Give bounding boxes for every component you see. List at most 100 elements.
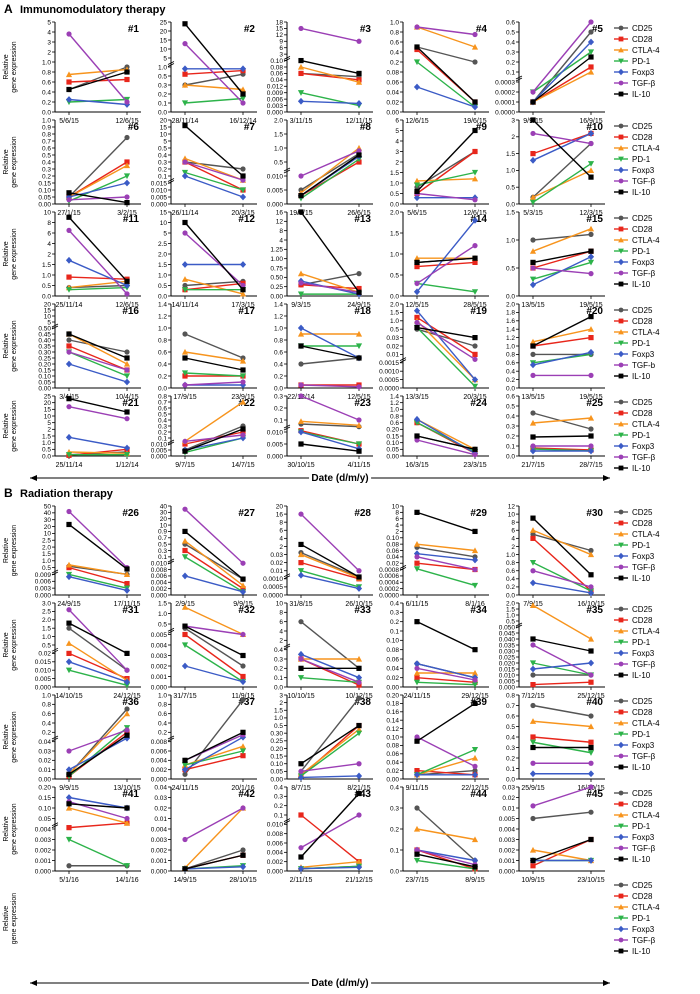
data-point bbox=[298, 382, 304, 388]
data-point bbox=[472, 59, 478, 65]
x-tick-label: 1/12/14 bbox=[115, 462, 138, 469]
y-tick-label: 0.003 bbox=[267, 103, 284, 110]
series-line bbox=[68, 523, 128, 570]
y-tick-label: 0.010 bbox=[499, 672, 516, 679]
data-point bbox=[123, 373, 131, 380]
series-line bbox=[532, 704, 592, 717]
data-point bbox=[297, 418, 305, 424]
x-tick-label: 14/10/15 bbox=[55, 693, 82, 700]
y-tick-label: 0.009 bbox=[35, 572, 52, 579]
y-tick-label: 0.4 bbox=[390, 784, 399, 791]
data-point bbox=[472, 677, 478, 683]
legend-marker bbox=[618, 904, 624, 910]
y-tick-label: 0.14 bbox=[386, 718, 399, 725]
x-tick-label: 10/9/15 bbox=[521, 877, 544, 884]
y-tick-label: 3.0 bbox=[42, 600, 51, 607]
data-point bbox=[530, 151, 536, 157]
y-tick-label: 1.5 bbox=[42, 262, 51, 269]
data-point bbox=[239, 290, 247, 297]
data-point bbox=[355, 730, 363, 737]
y-tick-label: 0.0 bbox=[274, 684, 283, 691]
legend-label: CTLA-4 bbox=[632, 719, 660, 728]
y-tick-label: 0.6 bbox=[506, 360, 515, 367]
data-point bbox=[588, 648, 594, 654]
y-tick-label: 0.8 bbox=[390, 413, 399, 420]
data-point bbox=[588, 433, 594, 439]
y-tick-label: 0.00 bbox=[38, 776, 51, 783]
axis-break bbox=[283, 55, 291, 62]
axis-break bbox=[51, 323, 59, 330]
axis-break bbox=[167, 178, 175, 184]
data-point bbox=[414, 280, 420, 286]
legend-label: CTLA-4 bbox=[632, 328, 660, 337]
series-line bbox=[300, 284, 360, 290]
data-point bbox=[298, 441, 304, 447]
y-tick-label: 0.001 bbox=[151, 858, 168, 865]
y-tick-label: 0.4 bbox=[506, 734, 515, 741]
data-point bbox=[588, 547, 594, 554]
data-point bbox=[588, 426, 594, 432]
data-point bbox=[588, 679, 594, 685]
series-line bbox=[532, 71, 592, 103]
y-tick-label: 0.0 bbox=[158, 109, 167, 116]
data-point bbox=[240, 367, 246, 373]
y-tick-label: 0.0001 bbox=[495, 99, 515, 106]
series-ctla4 bbox=[65, 561, 131, 578]
series-line bbox=[416, 662, 476, 679]
series-line bbox=[184, 633, 244, 678]
y-tick-label: 0.10 bbox=[38, 187, 51, 194]
x-tick-label: 4/11/15 bbox=[348, 462, 371, 469]
data-point bbox=[530, 744, 536, 751]
y-tick-label: 1.5 bbox=[42, 626, 51, 633]
subplot-title: #35 bbox=[586, 605, 603, 616]
series-il10 bbox=[414, 433, 478, 452]
y-tick-label: 4 bbox=[47, 241, 51, 248]
subplot-title: #25 bbox=[586, 398, 603, 409]
y-tick-label: 0.20 bbox=[270, 746, 283, 753]
y-tick-label: 0.04 bbox=[38, 739, 51, 746]
data-point bbox=[530, 99, 536, 105]
y-tick-label: 1.2 bbox=[390, 400, 399, 407]
y-tick-label: 0.6 bbox=[158, 711, 167, 718]
y-tick-label: 1.0 bbox=[42, 558, 51, 565]
y-tick-label: 0.3 bbox=[158, 82, 167, 89]
series-line bbox=[68, 669, 128, 686]
y-tick-label: 1.0 bbox=[506, 552, 515, 559]
y-tick-label: 0.1 bbox=[506, 69, 515, 76]
axis-break bbox=[51, 569, 59, 576]
series-tgf bbox=[414, 319, 478, 362]
y-label-gene-expression: gene expression bbox=[11, 803, 18, 854]
series-line bbox=[68, 737, 128, 771]
data-point bbox=[530, 89, 536, 95]
data-point bbox=[66, 771, 72, 777]
series-il10 bbox=[530, 248, 594, 265]
series-pd1 bbox=[65, 836, 131, 869]
y-tick-label: 1.2 bbox=[158, 313, 167, 320]
data-point bbox=[65, 804, 73, 811]
y-label-gene-expression: gene expression bbox=[11, 711, 18, 762]
data-point bbox=[530, 642, 536, 648]
data-point bbox=[239, 193, 247, 201]
y-tick-label: 0.6 bbox=[42, 711, 51, 718]
y-tick-label: 0.04 bbox=[386, 554, 399, 561]
data-point bbox=[65, 96, 73, 103]
series-line bbox=[532, 838, 592, 867]
data-point bbox=[472, 31, 478, 38]
y-tick-label: 20 bbox=[44, 524, 52, 531]
y-tick-label: 0.3 bbox=[506, 745, 515, 752]
data-point bbox=[124, 99, 130, 105]
x-tick-label: 16/3/15 bbox=[405, 462, 428, 469]
series-line bbox=[68, 71, 128, 91]
axis-break bbox=[399, 565, 407, 571]
y-tick-label: 0.005 bbox=[151, 194, 168, 201]
axis-break bbox=[167, 627, 175, 634]
data-point bbox=[530, 636, 536, 642]
data-point bbox=[240, 177, 246, 183]
y-tick-label: 20 bbox=[276, 503, 284, 510]
series-line bbox=[300, 775, 360, 779]
y-tick-label: 10 bbox=[44, 531, 52, 538]
data-point bbox=[239, 863, 247, 871]
y-label-gene-expression: gene expression bbox=[11, 619, 18, 670]
data-point bbox=[239, 187, 247, 194]
